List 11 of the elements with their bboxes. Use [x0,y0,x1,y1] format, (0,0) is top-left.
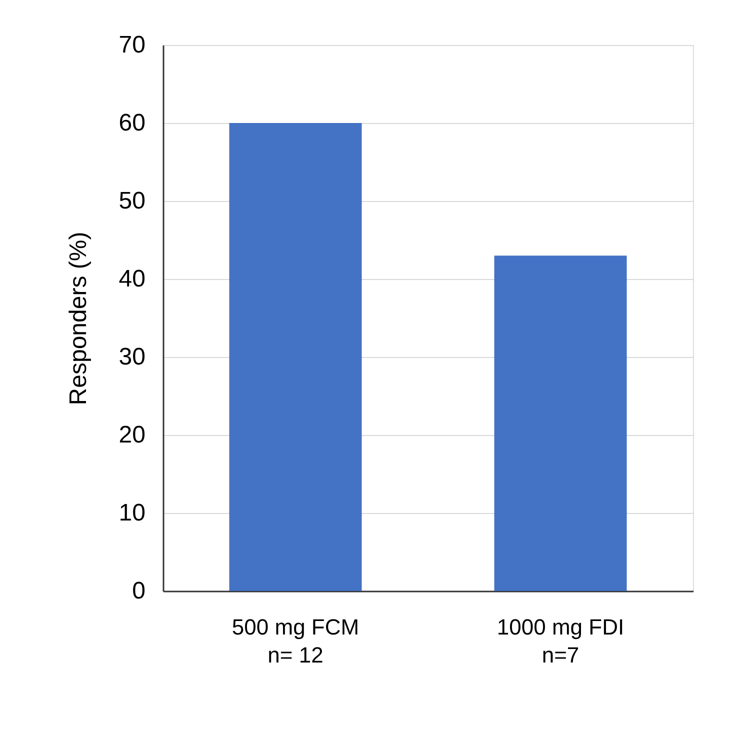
y-axis-title: Responders (%) [64,232,92,406]
y-tick-label: 20 [118,422,146,448]
y-tick-label: 30 [118,344,146,370]
y-tick-label: 40 [118,266,146,292]
y-tick-label: 70 [118,32,146,58]
y-tick-label: 0 [132,578,146,604]
x-tick-label: 1000 mg FDI n=7 [496,614,624,668]
y-tick-label: 60 [118,110,146,136]
y-tick-label: 50 [118,188,146,214]
y-tick-label: 10 [118,500,146,526]
x-tick-label: 500 mg FCM n= 12 [232,614,360,668]
